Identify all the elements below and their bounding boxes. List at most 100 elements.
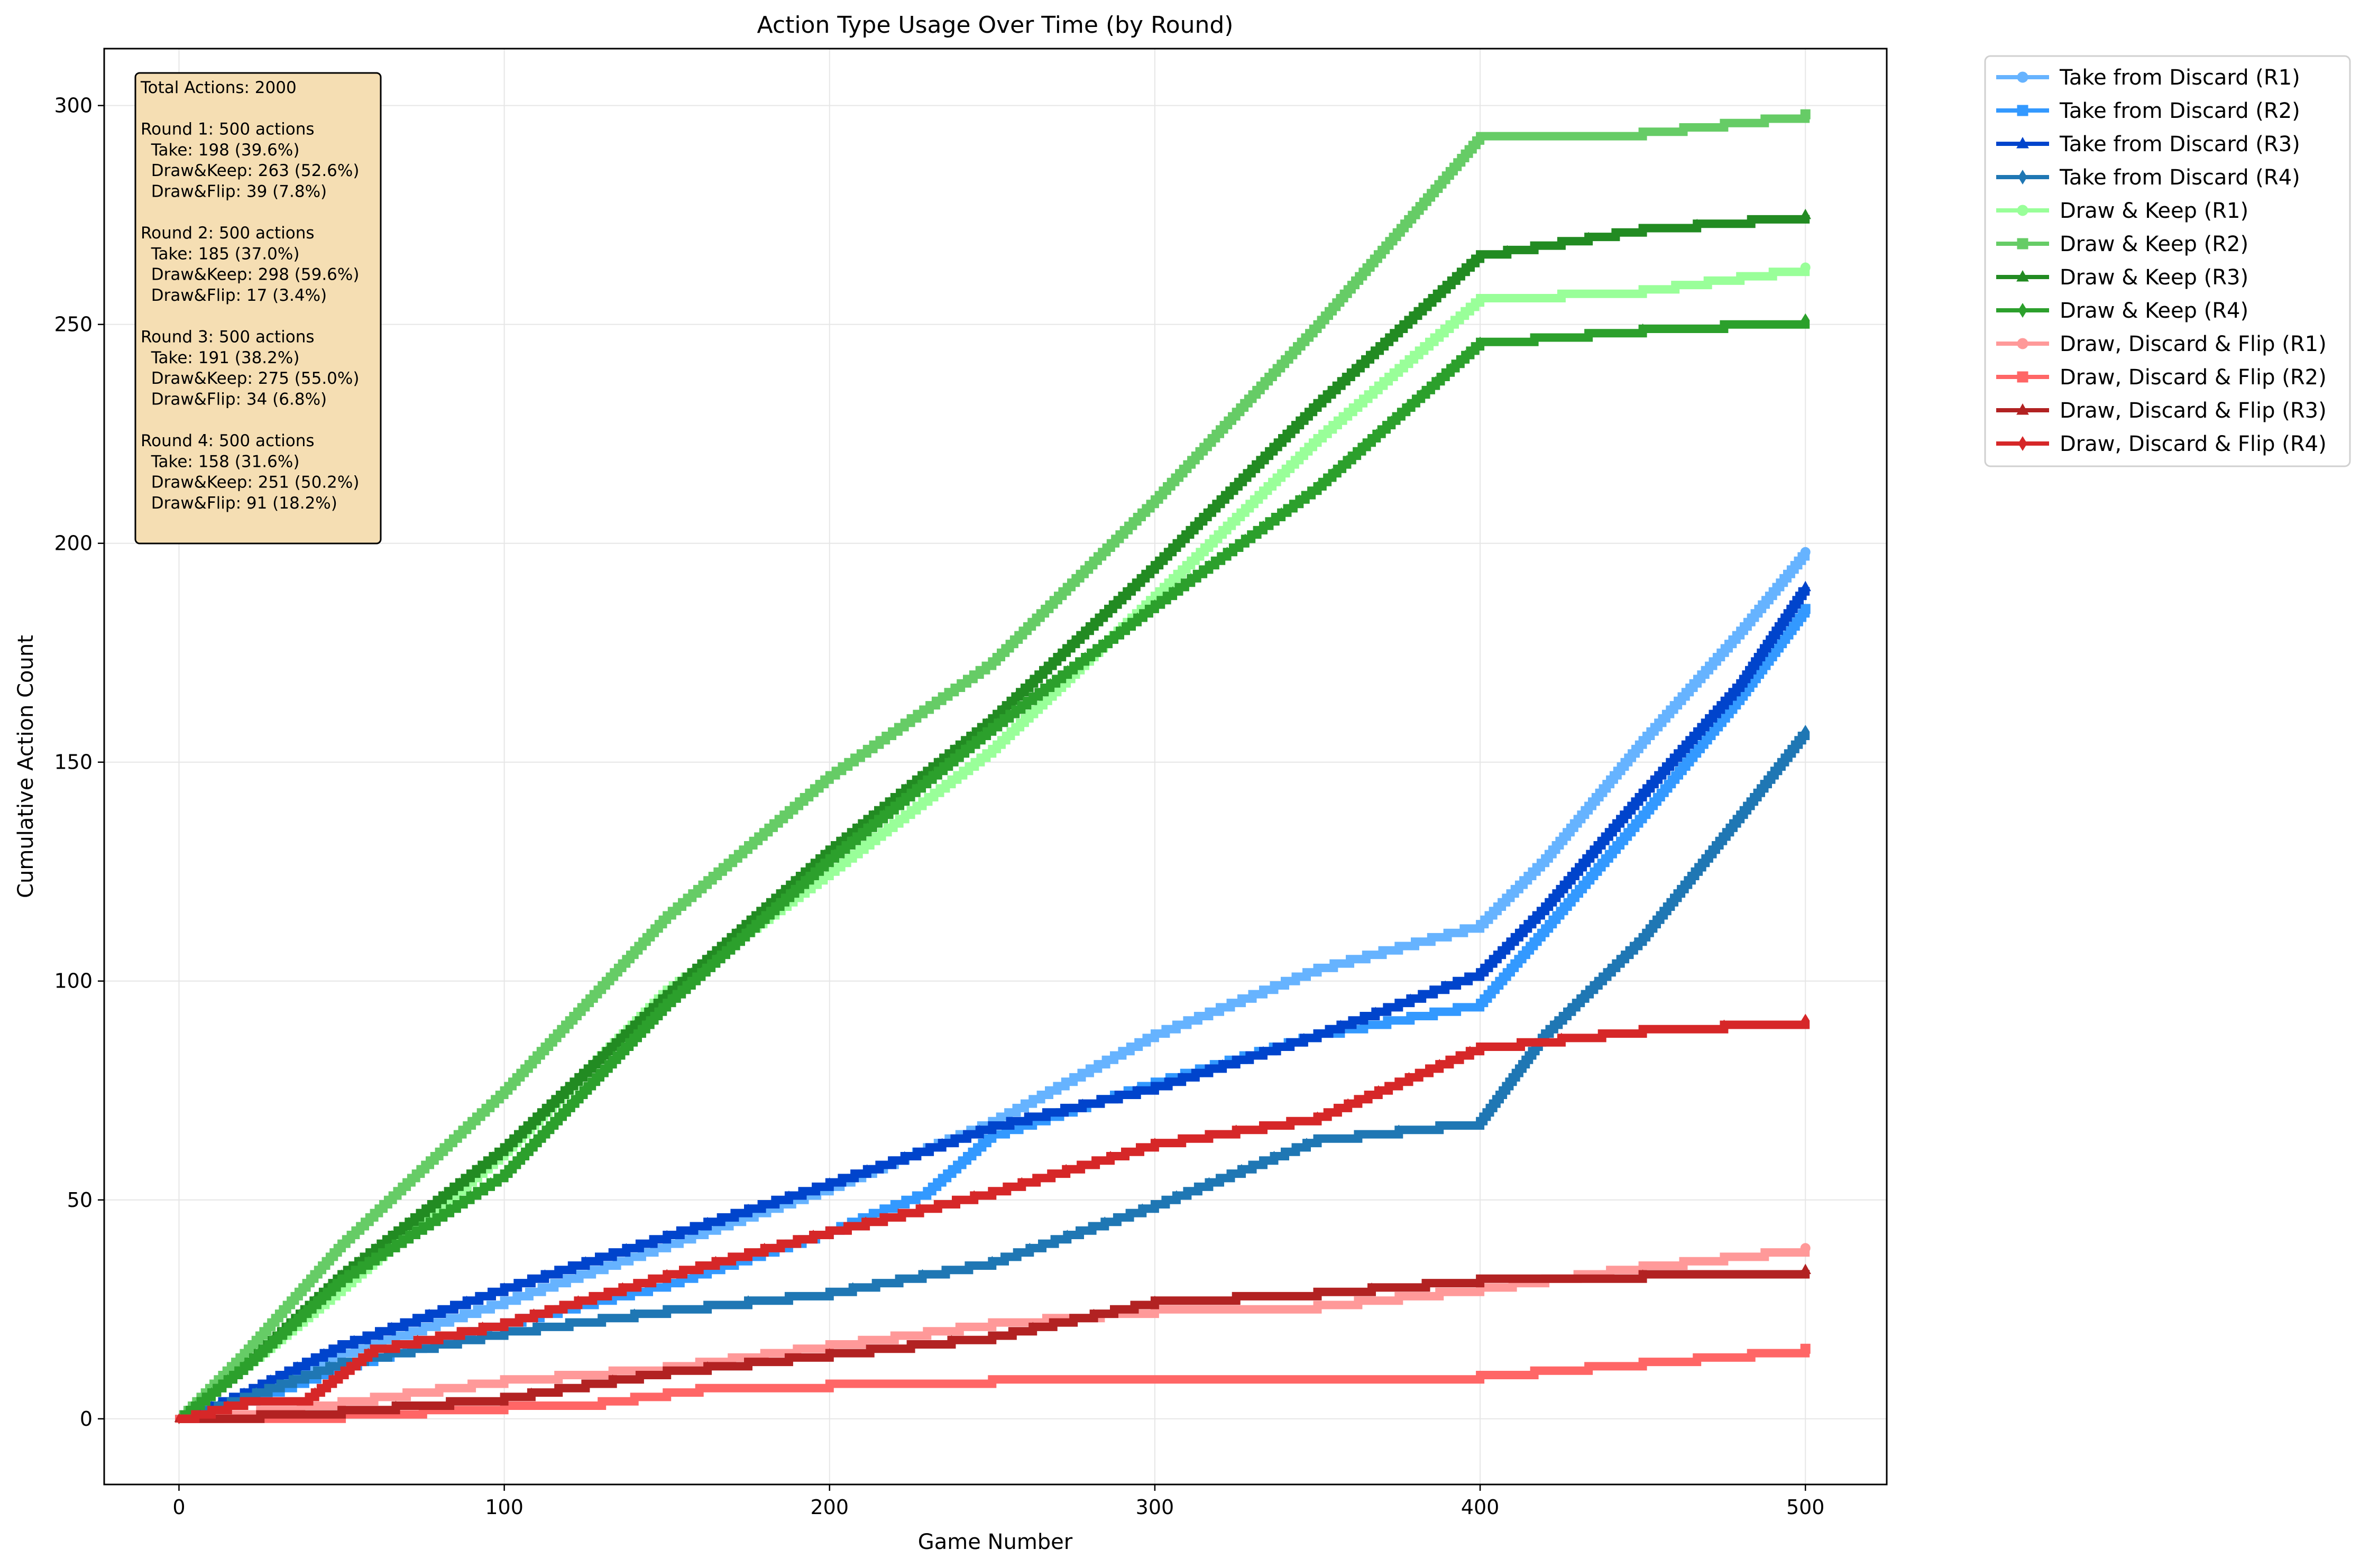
legend-frame <box>1984 55 2351 467</box>
data-point <box>947 1335 957 1343</box>
data-point <box>1778 757 1785 768</box>
data-point <box>538 1283 546 1292</box>
data-point <box>961 743 969 754</box>
data-point <box>287 1296 295 1305</box>
data-point <box>1269 442 1278 450</box>
data-point <box>1790 561 1799 569</box>
data-point <box>1108 599 1118 608</box>
data-point <box>929 770 936 781</box>
data-point <box>1297 338 1306 346</box>
stats-box-line: Draw&Keep: 298 (59.6%) <box>141 265 359 284</box>
data-point <box>1604 967 1611 978</box>
data-point <box>1585 849 1595 857</box>
data-point <box>1380 337 1389 345</box>
data-point <box>1211 430 1220 438</box>
data-point <box>1282 429 1291 437</box>
data-point <box>543 1124 549 1136</box>
data-point <box>1371 1007 1380 1015</box>
data-point <box>1155 587 1163 596</box>
data-point <box>365 1348 372 1359</box>
data-point <box>1642 783 1651 792</box>
data-point <box>1118 1047 1126 1055</box>
data-point <box>1701 717 1710 726</box>
data-point <box>1064 665 1071 676</box>
data-point <box>1025 678 1034 687</box>
data-point <box>610 968 618 976</box>
series-12 <box>176 1013 1810 1424</box>
data-point <box>1689 679 1698 688</box>
chart-title: Action Type Usage Over Time (by Round) <box>757 12 1234 39</box>
legend-marker <box>2018 303 2027 318</box>
data-point <box>901 718 909 727</box>
data-point <box>1400 219 1409 228</box>
data-point <box>1064 1229 1071 1241</box>
data-point <box>1666 705 1674 714</box>
y-axis-label: Cumulative Action Count <box>14 635 38 898</box>
data-point <box>630 1020 639 1028</box>
data-point <box>1800 262 1811 273</box>
data-point <box>549 1034 557 1042</box>
stats-box-background <box>134 72 382 545</box>
y-tick-label: 200 <box>54 532 93 555</box>
data-point <box>1172 1021 1181 1029</box>
grid <box>104 49 1887 1484</box>
data-point <box>1250 495 1259 504</box>
data-point <box>1187 456 1196 464</box>
data-point <box>1630 796 1640 805</box>
data-point <box>1078 1099 1087 1107</box>
data-point <box>1296 494 1303 505</box>
data-point <box>1712 704 1722 713</box>
data-point <box>314 1295 321 1306</box>
data-point <box>1514 955 1522 963</box>
data-point <box>1692 218 1702 227</box>
data-point <box>795 797 803 806</box>
data-point <box>1011 691 1020 700</box>
data-point <box>455 1177 464 1186</box>
data-point <box>970 758 979 767</box>
data-point <box>1388 415 1395 426</box>
x-tick-label: 0 <box>172 1496 185 1519</box>
data-point <box>1111 534 1119 543</box>
data-point <box>970 1190 978 1201</box>
stats-box-line: Round 1: 500 actions <box>141 120 315 139</box>
data-point <box>1018 1177 1025 1188</box>
data-point <box>1639 810 1647 819</box>
data-point <box>1302 968 1311 976</box>
data-point <box>1677 744 1687 752</box>
data-point <box>1747 613 1756 622</box>
data-point <box>1196 548 1204 556</box>
data-point <box>948 1165 957 1174</box>
data-point <box>1026 1242 1033 1253</box>
data-point <box>573 1008 582 1016</box>
data-point <box>602 1046 611 1055</box>
data-point <box>1224 547 1230 558</box>
data-point <box>1574 862 1584 871</box>
data-point <box>1519 1059 1526 1070</box>
data-point <box>1344 455 1351 466</box>
data-point <box>1548 916 1557 924</box>
series-line <box>179 587 1810 1423</box>
legend-marker <box>2017 205 2028 216</box>
data-point <box>1349 403 1357 412</box>
data-point <box>1173 1190 1180 1201</box>
data-point <box>444 1139 453 1147</box>
stats-box-line: Take: 158 (31.6%) <box>141 452 299 471</box>
data-point <box>916 1203 923 1214</box>
data-point <box>1006 640 1014 648</box>
data-point <box>1779 574 1788 583</box>
data-point <box>621 1243 631 1251</box>
data-point <box>1788 743 1795 754</box>
data-point <box>1608 823 1618 832</box>
data-point <box>945 757 952 768</box>
data-point <box>1107 1150 1114 1162</box>
data-point <box>387 1230 397 1239</box>
data-point <box>1394 942 1403 950</box>
data-point <box>1800 547 1811 557</box>
data-point <box>347 1231 355 1239</box>
data-point <box>1271 1150 1278 1162</box>
data-point <box>1336 1020 1345 1028</box>
data-point <box>1724 691 1733 700</box>
data-point <box>289 1374 296 1385</box>
data-point <box>574 1072 583 1081</box>
data-point <box>1021 1100 1029 1108</box>
